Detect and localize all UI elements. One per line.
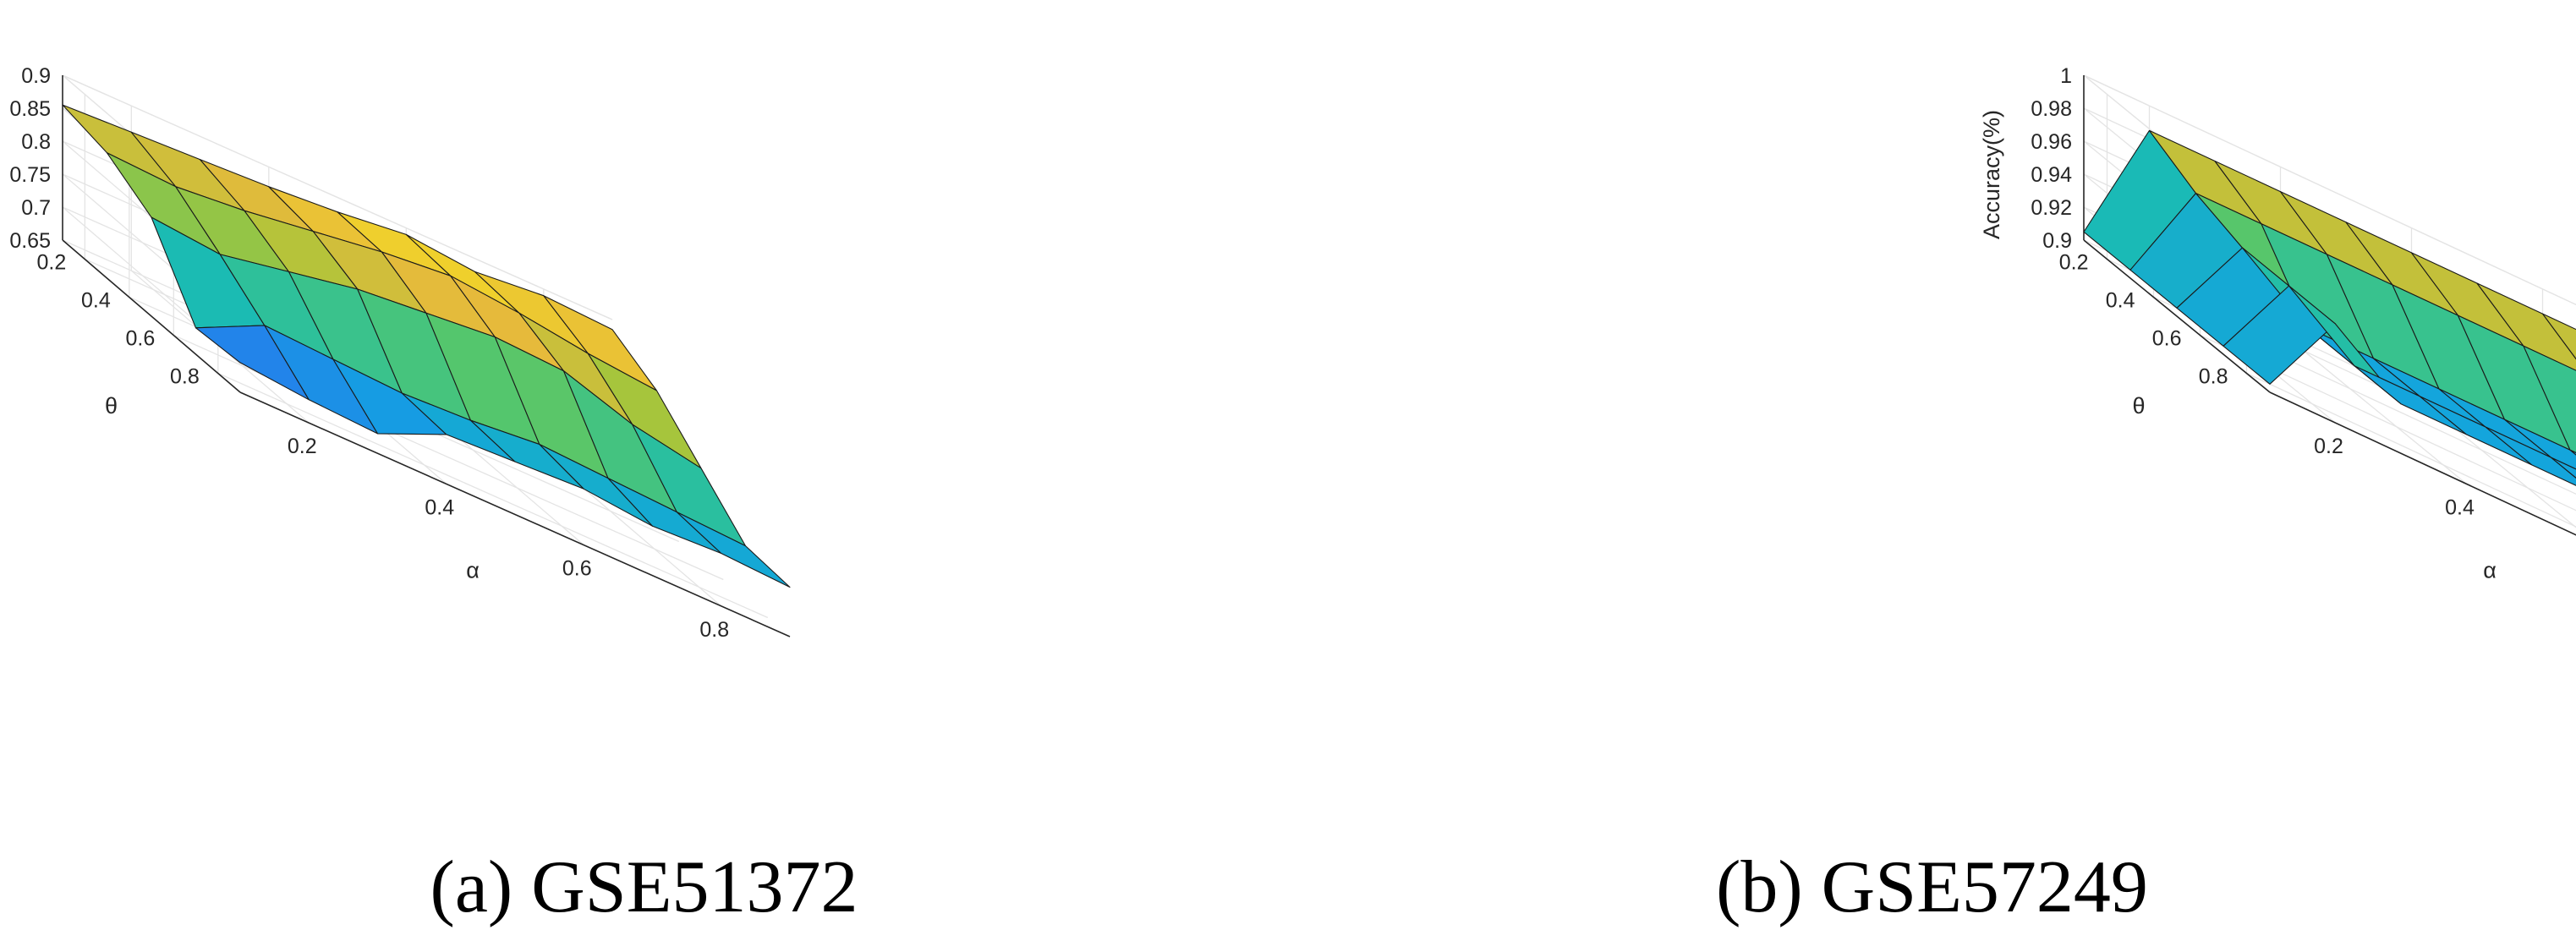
y-tick-label: 0.2 <box>2059 251 2089 275</box>
y-tick-label: 0.8 <box>2199 365 2228 389</box>
z-tick-label: 0.9 <box>21 64 51 88</box>
surface-plot-a-canvas: 0.65 0.7 0.75 0.8 0.85 0.9 0.2 0.4 0.6 0.8 0.2 0.4 0… <box>9 64 791 642</box>
x-tick-label: 0.8 <box>699 618 729 642</box>
surface <box>62 104 791 588</box>
y-axis-line <box>62 239 241 393</box>
y-tick-label: 0.4 <box>2106 289 2135 313</box>
y-axis-label: θ <box>105 393 118 419</box>
y-tick-label: 0.8 <box>170 365 200 389</box>
y-tick-label: 0.6 <box>125 327 155 351</box>
axes <box>62 75 791 637</box>
z-tick-label: 0.9 <box>2042 229 2072 253</box>
surface-patch <box>2523 345 2576 454</box>
y-tick-label: 0.2 <box>36 251 66 275</box>
caption-a: (a) GSE51372 <box>430 846 858 928</box>
z-tick-label: 0.85 <box>9 97 51 121</box>
z-tick-label: 0.98 <box>2031 97 2072 121</box>
tick-labels: 0.65 0.7 0.75 0.8 0.85 0.9 0.2 0.4 0.6 0.8 0.2 0.4 0… <box>9 64 729 642</box>
y-axis-label: θ <box>2132 393 2145 419</box>
x-tick-label: 0.4 <box>425 495 454 519</box>
z-tick-label: 0.65 <box>9 229 51 253</box>
surface-plot-b-canvas: 0.90.920.940.960.9810.20.40.60.80.20.40.… <box>1979 64 2576 583</box>
z-tick-label: 0.96 <box>2031 130 2072 154</box>
x-tick-label: 0.2 <box>2314 435 2343 458</box>
x-tick-label: 0.6 <box>562 557 592 581</box>
surface-patch <box>676 512 791 588</box>
x-axis-line <box>239 391 791 637</box>
z-tick-label: 0.75 <box>9 163 51 187</box>
surface-plot-a: 0.65 0.7 0.75 0.8 0.85 0.9 0.2 0.4 0.6 0.8 0.2 0.4 0… <box>9 64 858 928</box>
x-tick-label: 0.2 <box>288 435 317 458</box>
x-tick-label: 0.4 <box>2445 495 2475 519</box>
surface-patch <box>2541 313 2576 360</box>
y-tick-label: 0.6 <box>2152 327 2182 351</box>
y-axis-line <box>2083 239 2271 393</box>
y-tick-label: 0.4 <box>81 289 111 313</box>
caption-b: (b) GSE57249 <box>1716 846 2148 928</box>
surface-patch <box>2476 282 2576 371</box>
tick-labels: 0.90.920.940.960.9810.20.40.60.80.20.40.… <box>2031 64 2475 519</box>
surface <box>2083 129 2576 486</box>
x-axis-label: α <box>2483 558 2497 583</box>
x-axis-line <box>2269 391 2576 536</box>
surface-patch <box>2569 449 2576 456</box>
z-tick-label: 0.94 <box>2031 163 2072 187</box>
surface-patch <box>2485 426 2576 486</box>
x-axis-label: α <box>466 558 480 583</box>
surface-plot-b: 0.90.920.940.960.9810.20.40.60.80.20.40.… <box>1288 0 2576 941</box>
axes <box>2083 75 2576 536</box>
surface-patch <box>2550 457 2576 479</box>
z-tick-label: 0.8 <box>21 130 51 154</box>
z-tick-label: 0.7 <box>21 196 51 220</box>
z-axis-label: Accuracy(%) <box>1979 110 2004 239</box>
z-tick-label: 1 <box>2060 64 2072 88</box>
surface-patch <box>2503 419 2576 470</box>
z-tick-label: 0.92 <box>2031 196 2072 220</box>
